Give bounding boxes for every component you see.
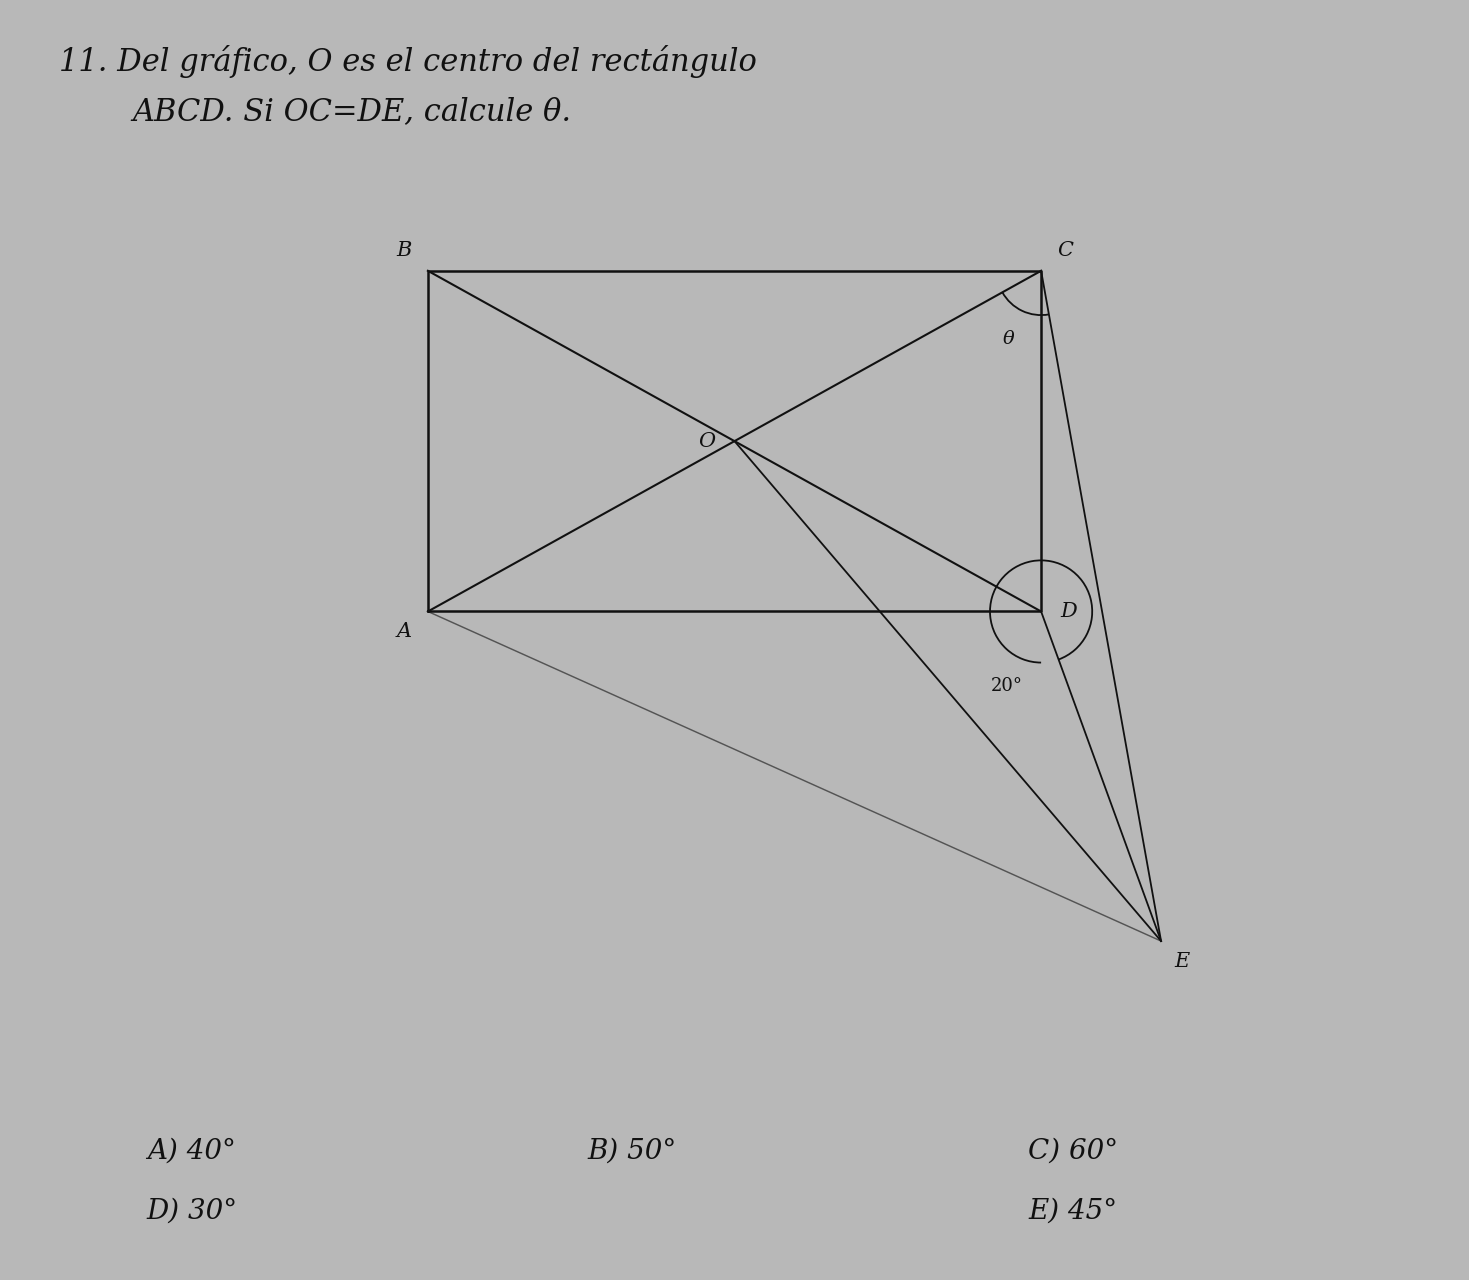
- Text: ABCD. Si OC=DE, calcule θ.: ABCD. Si OC=DE, calcule θ.: [132, 96, 571, 127]
- Text: 11. Del gráfico, O es el centro del rectángulo: 11. Del gráfico, O es el centro del rect…: [59, 45, 757, 78]
- Text: D) 30°: D) 30°: [147, 1198, 238, 1225]
- Text: O: O: [699, 431, 715, 451]
- Text: A) 40°: A) 40°: [147, 1138, 237, 1165]
- Text: E: E: [1174, 952, 1188, 972]
- Text: 20°: 20°: [992, 677, 1022, 695]
- Text: θ: θ: [1003, 329, 1015, 347]
- Text: B: B: [397, 241, 411, 260]
- Text: D: D: [1061, 602, 1077, 621]
- Text: B) 50°: B) 50°: [588, 1138, 677, 1165]
- Text: C: C: [1058, 241, 1072, 260]
- Text: C) 60°: C) 60°: [1028, 1138, 1118, 1165]
- Text: E) 45°: E) 45°: [1028, 1198, 1118, 1225]
- Text: A: A: [397, 622, 411, 641]
